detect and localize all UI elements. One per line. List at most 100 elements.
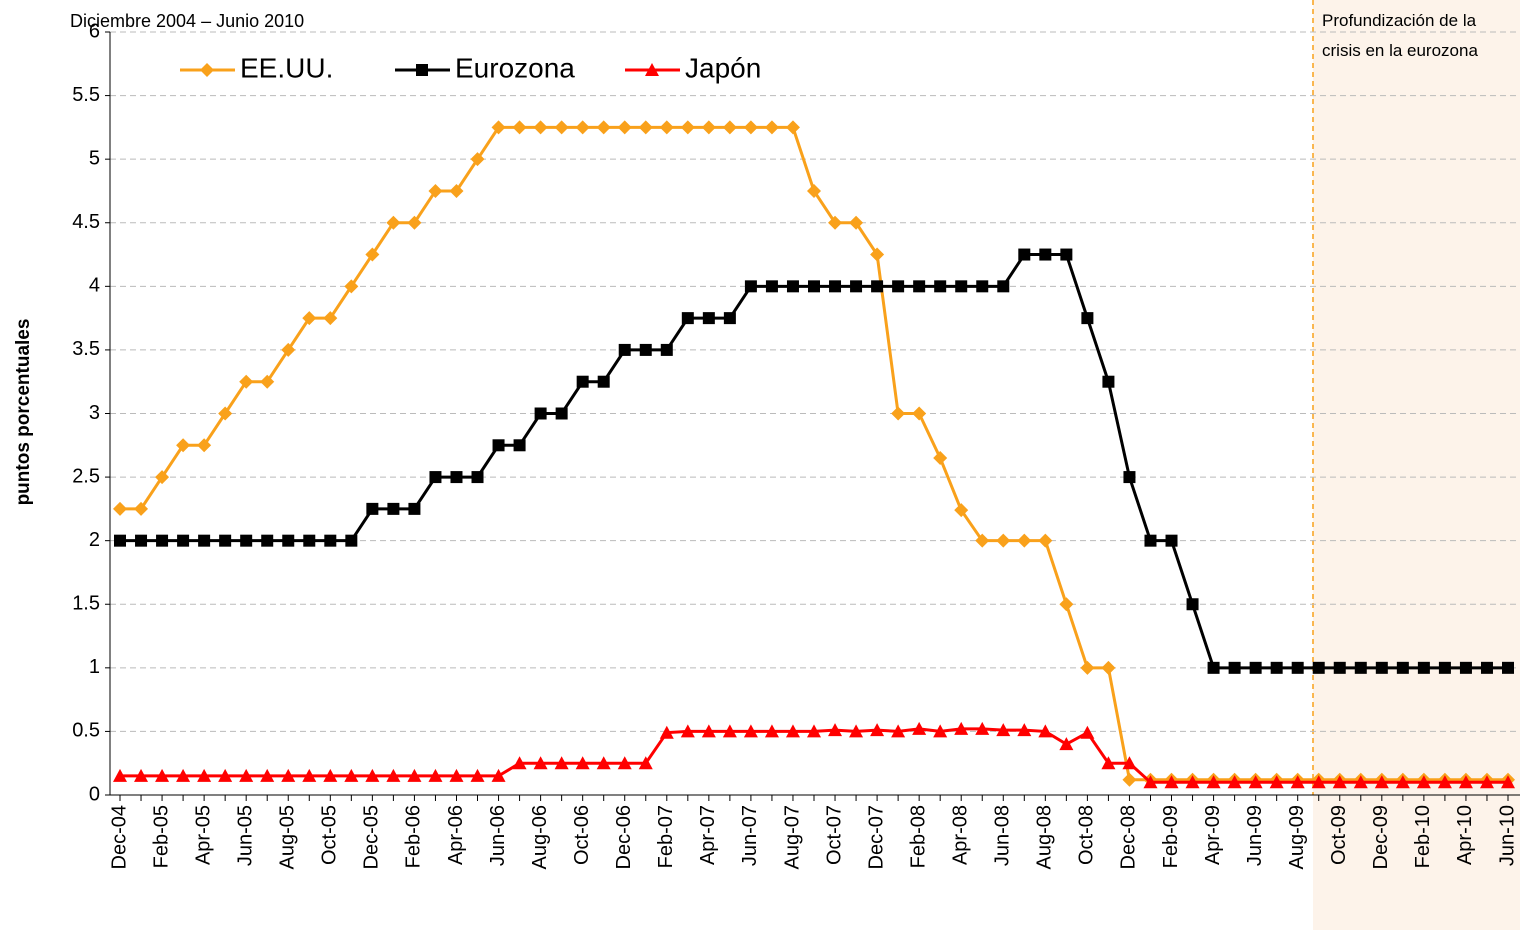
data-point bbox=[1480, 661, 1493, 674]
data-point bbox=[1395, 775, 1410, 789]
data-point bbox=[1290, 775, 1305, 789]
x-tick-label: Aug-07 bbox=[781, 805, 803, 870]
data-point bbox=[828, 215, 843, 230]
x-tick-label: Feb-05 bbox=[150, 805, 172, 868]
data-point bbox=[1354, 661, 1367, 674]
x-tick-label: Jun-06 bbox=[487, 805, 509, 866]
data-point bbox=[659, 120, 674, 135]
data-point bbox=[554, 756, 569, 770]
data-point bbox=[1228, 661, 1241, 674]
data-point bbox=[281, 342, 296, 357]
data-point bbox=[281, 768, 296, 782]
y-tick-label: 5 bbox=[89, 147, 100, 169]
data-point bbox=[744, 280, 757, 293]
data-point bbox=[155, 470, 170, 485]
data-point bbox=[975, 721, 990, 735]
x-tick-label: Apr-09 bbox=[1202, 805, 1224, 865]
data-point bbox=[156, 534, 169, 547]
data-point bbox=[260, 768, 275, 782]
data-point bbox=[407, 215, 422, 230]
data-point bbox=[1059, 737, 1074, 751]
data-point bbox=[113, 768, 127, 782]
y-tick-label: 0.5 bbox=[72, 720, 100, 742]
x-tick-label: Apr-05 bbox=[192, 805, 214, 865]
data-point bbox=[428, 768, 443, 782]
data-point bbox=[1207, 661, 1220, 674]
data-point bbox=[1502, 661, 1514, 674]
data-point bbox=[449, 183, 464, 198]
data-point bbox=[955, 280, 968, 293]
data-point bbox=[239, 374, 254, 389]
data-point bbox=[1101, 756, 1116, 770]
data-point bbox=[996, 533, 1011, 548]
data-point bbox=[1059, 597, 1074, 612]
data-point bbox=[1017, 723, 1032, 737]
data-point bbox=[829, 280, 842, 293]
data-point bbox=[975, 533, 990, 548]
data-point bbox=[240, 534, 253, 547]
data-point bbox=[934, 280, 947, 293]
data-point bbox=[1080, 660, 1095, 675]
x-tick-label: Jun-09 bbox=[1244, 805, 1266, 866]
data-point bbox=[324, 534, 337, 547]
data-point bbox=[764, 724, 779, 738]
data-point bbox=[261, 534, 274, 547]
legend-marker bbox=[645, 63, 659, 76]
data-point bbox=[1038, 533, 1053, 548]
data-point bbox=[743, 120, 758, 135]
data-point bbox=[1333, 661, 1346, 674]
data-point bbox=[1417, 661, 1430, 674]
data-point bbox=[1227, 775, 1242, 789]
data-point bbox=[512, 756, 527, 770]
data-point bbox=[596, 756, 611, 770]
data-point bbox=[323, 768, 338, 782]
y-tick-label: 2 bbox=[89, 529, 100, 551]
data-point bbox=[260, 374, 275, 389]
data-point bbox=[1458, 775, 1473, 789]
data-point bbox=[871, 280, 884, 293]
data-point bbox=[1144, 534, 1157, 547]
x-tick-label: Feb-09 bbox=[1160, 805, 1182, 868]
data-point bbox=[449, 768, 464, 782]
x-tick-label: Oct-08 bbox=[1076, 805, 1098, 865]
data-point bbox=[428, 183, 443, 198]
data-point bbox=[870, 247, 885, 262]
y-tick-label: 0 bbox=[89, 783, 100, 805]
data-point bbox=[1080, 725, 1095, 739]
data-point bbox=[533, 756, 548, 770]
data-point bbox=[387, 502, 400, 515]
data-point bbox=[1123, 471, 1136, 484]
data-point bbox=[198, 534, 211, 547]
data-point bbox=[596, 120, 611, 135]
data-point bbox=[386, 768, 401, 782]
data-point bbox=[450, 471, 463, 484]
y-tick-label: 5.5 bbox=[72, 84, 100, 106]
data-point bbox=[1353, 775, 1368, 789]
data-point bbox=[680, 724, 695, 738]
y-tick-label: 2.5 bbox=[72, 465, 100, 487]
data-point bbox=[323, 311, 338, 326]
data-point bbox=[470, 768, 485, 782]
data-point bbox=[1143, 775, 1158, 789]
x-tick-label: Aug-05 bbox=[277, 805, 299, 870]
data-point bbox=[114, 534, 126, 547]
data-point bbox=[1311, 775, 1326, 789]
data-point bbox=[470, 152, 485, 167]
x-tick-label: Jun-05 bbox=[234, 805, 256, 866]
data-point bbox=[743, 724, 758, 738]
data-point bbox=[1249, 661, 1262, 674]
data-point bbox=[617, 120, 632, 135]
y-tick-label: 4 bbox=[89, 275, 100, 297]
data-point bbox=[177, 534, 190, 547]
data-point bbox=[1206, 775, 1221, 789]
data-point bbox=[135, 534, 148, 547]
data-point bbox=[765, 280, 778, 293]
data-point bbox=[807, 724, 821, 738]
data-point bbox=[701, 724, 716, 738]
x-tick-label: Oct-09 bbox=[1328, 805, 1350, 865]
data-point bbox=[808, 280, 820, 293]
shaded-region bbox=[1313, 0, 1520, 930]
data-point bbox=[680, 120, 695, 135]
data-point bbox=[1270, 661, 1283, 674]
data-point bbox=[492, 439, 505, 452]
